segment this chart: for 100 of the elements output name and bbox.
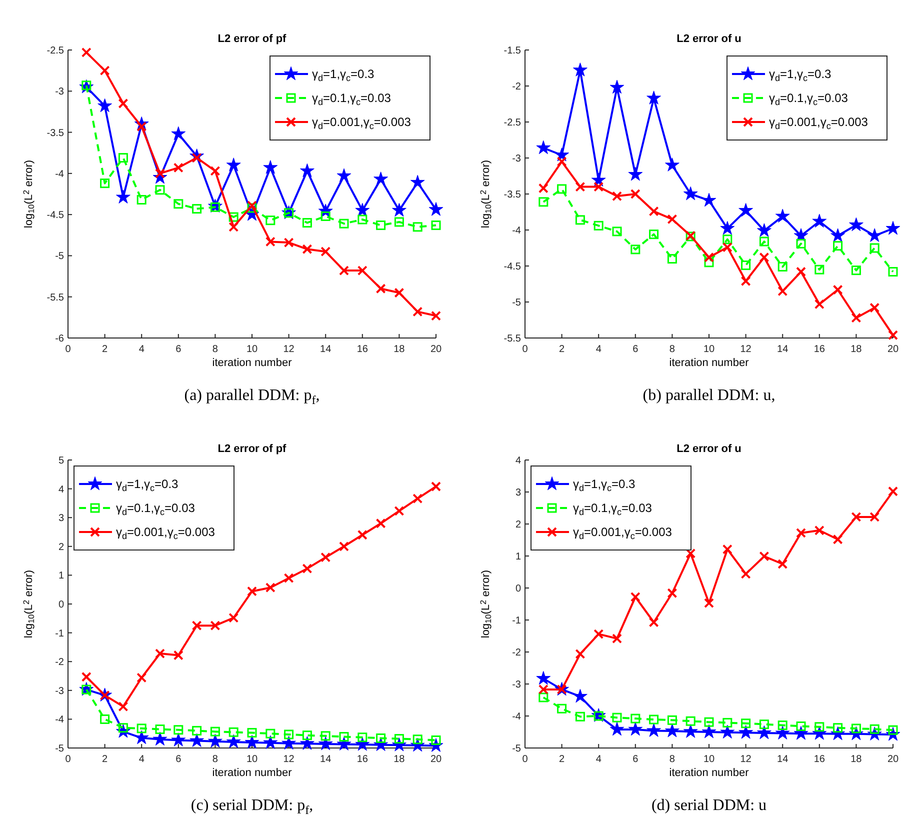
x-tick-label: 14 bbox=[777, 754, 789, 765]
point bbox=[667, 588, 678, 598]
y-tick-label: 3 bbox=[515, 488, 522, 498]
point bbox=[575, 182, 586, 192]
x-tick-label: 10 bbox=[246, 754, 258, 765]
point bbox=[136, 672, 147, 683]
point bbox=[556, 156, 567, 167]
point bbox=[320, 552, 331, 562]
y-tick-label: -2 bbox=[512, 82, 522, 92]
x-tick-label: 18 bbox=[394, 754, 406, 765]
point bbox=[741, 718, 751, 728]
point bbox=[357, 266, 368, 276]
point bbox=[136, 195, 146, 205]
point bbox=[832, 534, 843, 544]
point bbox=[134, 730, 149, 744]
point bbox=[778, 559, 788, 569]
point bbox=[263, 160, 278, 174]
y-tick-label: -4.5 bbox=[46, 210, 64, 222]
point bbox=[575, 215, 585, 225]
point bbox=[228, 727, 238, 737]
x-tick-label: 20 bbox=[887, 344, 899, 355]
x-tick-label: 6 bbox=[632, 344, 639, 355]
point bbox=[686, 548, 696, 558]
point bbox=[320, 246, 331, 257]
x-tick-label: 4 bbox=[138, 754, 145, 765]
point bbox=[98, 98, 112, 112]
point bbox=[431, 310, 441, 321]
point bbox=[888, 267, 898, 277]
point bbox=[870, 302, 880, 313]
point bbox=[155, 724, 165, 734]
y-tick-label: -5.5 bbox=[46, 292, 64, 304]
point bbox=[575, 648, 586, 659]
point bbox=[649, 230, 659, 240]
point bbox=[536, 140, 551, 154]
point bbox=[686, 716, 696, 726]
point bbox=[572, 688, 588, 703]
point bbox=[759, 551, 770, 562]
x-tick-label: 4 bbox=[138, 344, 145, 355]
point bbox=[173, 162, 184, 173]
point bbox=[136, 724, 146, 734]
point bbox=[722, 234, 732, 244]
point bbox=[339, 266, 349, 276]
text: (d) serial DDM: u bbox=[651, 797, 767, 814]
point bbox=[756, 725, 772, 740]
point bbox=[155, 648, 165, 659]
x-tick-label: 8 bbox=[212, 754, 218, 765]
point bbox=[702, 192, 716, 207]
y-tick-label: -2.5 bbox=[46, 46, 64, 56]
point bbox=[851, 312, 862, 323]
x-tick-label: 8 bbox=[212, 344, 218, 355]
point bbox=[81, 672, 92, 682]
point bbox=[778, 286, 788, 296]
point bbox=[208, 734, 222, 748]
point bbox=[886, 221, 900, 235]
y-tick-label: -3 bbox=[512, 680, 522, 690]
point bbox=[720, 724, 735, 738]
text: (b) parallel DDM: u, bbox=[642, 387, 776, 404]
y-tick-label: 5 bbox=[58, 456, 64, 466]
y-tick-label: 2 bbox=[515, 520, 522, 530]
point bbox=[192, 726, 202, 736]
point bbox=[704, 252, 714, 262]
x-tick-label: 18 bbox=[850, 754, 862, 765]
chart-title: L2 error of u bbox=[676, 33, 742, 45]
x-tick-label: 6 bbox=[632, 754, 639, 765]
point bbox=[210, 166, 220, 176]
legend-label: γ$_{d}$=0.001,γ$_{c}$=0.003 bbox=[769, 115, 868, 131]
point bbox=[664, 723, 680, 738]
point bbox=[81, 47, 92, 58]
point bbox=[173, 650, 184, 660]
point bbox=[814, 299, 824, 310]
x-tick-label: 14 bbox=[320, 754, 332, 765]
point bbox=[282, 736, 296, 750]
legend-label: γ$_{d}$=0.001,γ$_{c}$=0.003 bbox=[116, 525, 216, 541]
y-tick-label: -4 bbox=[55, 714, 64, 726]
point bbox=[171, 126, 186, 140]
legend-label: γ$_{d}$=1,γ$_{c}$=0.3 bbox=[312, 67, 375, 83]
point bbox=[318, 736, 333, 750]
point bbox=[300, 163, 314, 178]
point bbox=[704, 717, 714, 727]
point bbox=[683, 186, 698, 200]
y-tick-label: 1 bbox=[58, 570, 64, 582]
point bbox=[302, 564, 312, 574]
y-tick-label: 3 bbox=[58, 513, 64, 524]
point bbox=[759, 236, 769, 246]
point bbox=[759, 720, 769, 730]
point bbox=[740, 568, 751, 579]
point bbox=[394, 506, 404, 516]
y-tick-label: -6 bbox=[55, 334, 64, 344]
point bbox=[357, 530, 368, 540]
y-tick-label: 2 bbox=[58, 542, 64, 553]
x-tick-label: 12 bbox=[740, 754, 752, 765]
chart-title: L2 error of pf bbox=[218, 33, 287, 45]
y-tick-label: 0 bbox=[515, 584, 522, 594]
point bbox=[775, 726, 790, 740]
x-tick-label: 20 bbox=[887, 754, 899, 765]
point bbox=[740, 276, 751, 286]
point bbox=[336, 736, 352, 750]
y-tick-label: 1 bbox=[515, 552, 522, 562]
point bbox=[575, 712, 585, 722]
point bbox=[538, 197, 548, 207]
